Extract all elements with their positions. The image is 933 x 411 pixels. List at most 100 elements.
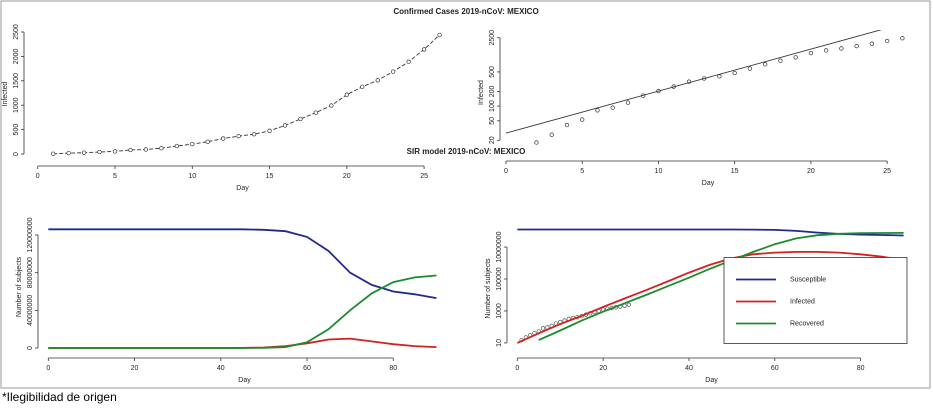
plot-area [506,30,905,145]
data-point [205,139,210,144]
caption: *Ilegibilidad de origen [2,390,117,404]
y-tick-label: 100000 [496,267,503,290]
y-tick-label: 0 [27,346,34,350]
data-point [869,41,875,46]
data-point [884,38,890,44]
x-tick-label: 5 [113,173,117,180]
data-point [267,128,272,133]
y-tick-label: 40000000 [27,295,34,326]
data-point [732,70,737,76]
x-tick-label: 80 [857,365,865,372]
data-point [329,103,334,108]
series-line [516,251,904,344]
y-tick-label: 0 [13,152,20,156]
data-point [236,133,241,139]
data-point [747,66,753,71]
data-point [437,32,442,38]
x-tick-label: 5 [580,168,584,175]
data-point [313,110,319,115]
data-point [406,59,411,64]
x-tick-label: 20 [807,168,815,175]
x-tick-label: 20 [131,365,139,372]
y-tick-label: 1000 [496,303,503,319]
series-line [53,34,440,155]
x-tick-label: 15 [731,168,739,175]
y-tick-label: 50 [489,117,496,125]
data-point [251,132,257,137]
data-point [854,43,859,49]
data-point [112,149,118,154]
x-tick-label: 0 [515,365,519,372]
data-point [808,50,814,56]
y-tick-label: 10 [496,339,503,347]
data-point [159,146,164,151]
y-tick-label: 2000 [13,49,20,65]
data-point [778,58,783,63]
y-tick-label: 80000000 [27,257,34,288]
data-point [66,150,71,156]
y-axis-label: Number of subjects [485,258,492,319]
y-tick-label: 10000000 [496,231,503,262]
data-point [549,132,554,137]
data-point [51,151,56,156]
legend-label: Susceptible [790,276,826,283]
series-line [48,274,437,349]
data-point [793,55,798,60]
legend-label: Recovered [790,320,824,327]
data-point [282,123,288,128]
data-point [97,149,102,155]
y-tick-label: 500 [13,124,20,136]
x-axis-label: Day [238,377,251,384]
series-line [506,30,882,134]
x-tick-label: 20 [599,365,607,372]
x-tick-label: 40 [217,365,225,372]
data-point [360,84,365,89]
x-tick-label: 0 [504,168,508,175]
x-tick-label: 10 [188,173,196,180]
y-tick-label: 120000000 [27,217,34,252]
y-tick-label: 500 [489,66,496,78]
data-point [81,150,87,155]
plot-area [48,228,437,349]
x-axis-label: Day [236,185,249,192]
y-axis-label: Infected [478,80,485,105]
plot-area [51,32,442,156]
x-tick-label: 0 [36,173,40,180]
data-point [610,105,615,110]
data-point [221,136,226,141]
data-point [174,143,179,149]
data-point [625,100,631,105]
data-point [540,326,546,331]
series-line [48,228,437,299]
y-tick-label: 1500 [13,73,20,89]
y-tick-label: 200 [489,85,496,97]
y-axis-label: Infected [2,81,9,106]
y-tick-label: 20 [489,136,496,144]
y-tick-label: 2500 [489,30,496,46]
data-point [534,140,539,145]
x-tick-label: 60 [771,365,779,372]
data-point [717,74,722,79]
legend-box [723,257,908,344]
x-axis-label: Day [702,180,715,187]
x-axis-label: Day [705,377,718,384]
x-tick-label: 0 [46,365,50,372]
data-point [763,62,768,67]
plot-area [516,228,904,344]
data-point [839,46,844,51]
y-tick-label: 2500 [13,24,20,40]
data-point [344,92,349,97]
x-tick-label: 60 [303,365,311,372]
data-point [375,78,380,83]
data-point [626,302,632,307]
data-point [190,141,195,147]
data-point [128,147,133,153]
chart-title: SIR model 2019-nCoV: MEXICO [407,147,526,156]
data-point [298,116,303,122]
x-tick-label: 15 [266,173,274,180]
data-point [564,122,570,128]
data-point [595,108,600,113]
data-point [824,48,829,53]
y-axis-label: Number of subjects [16,256,23,317]
